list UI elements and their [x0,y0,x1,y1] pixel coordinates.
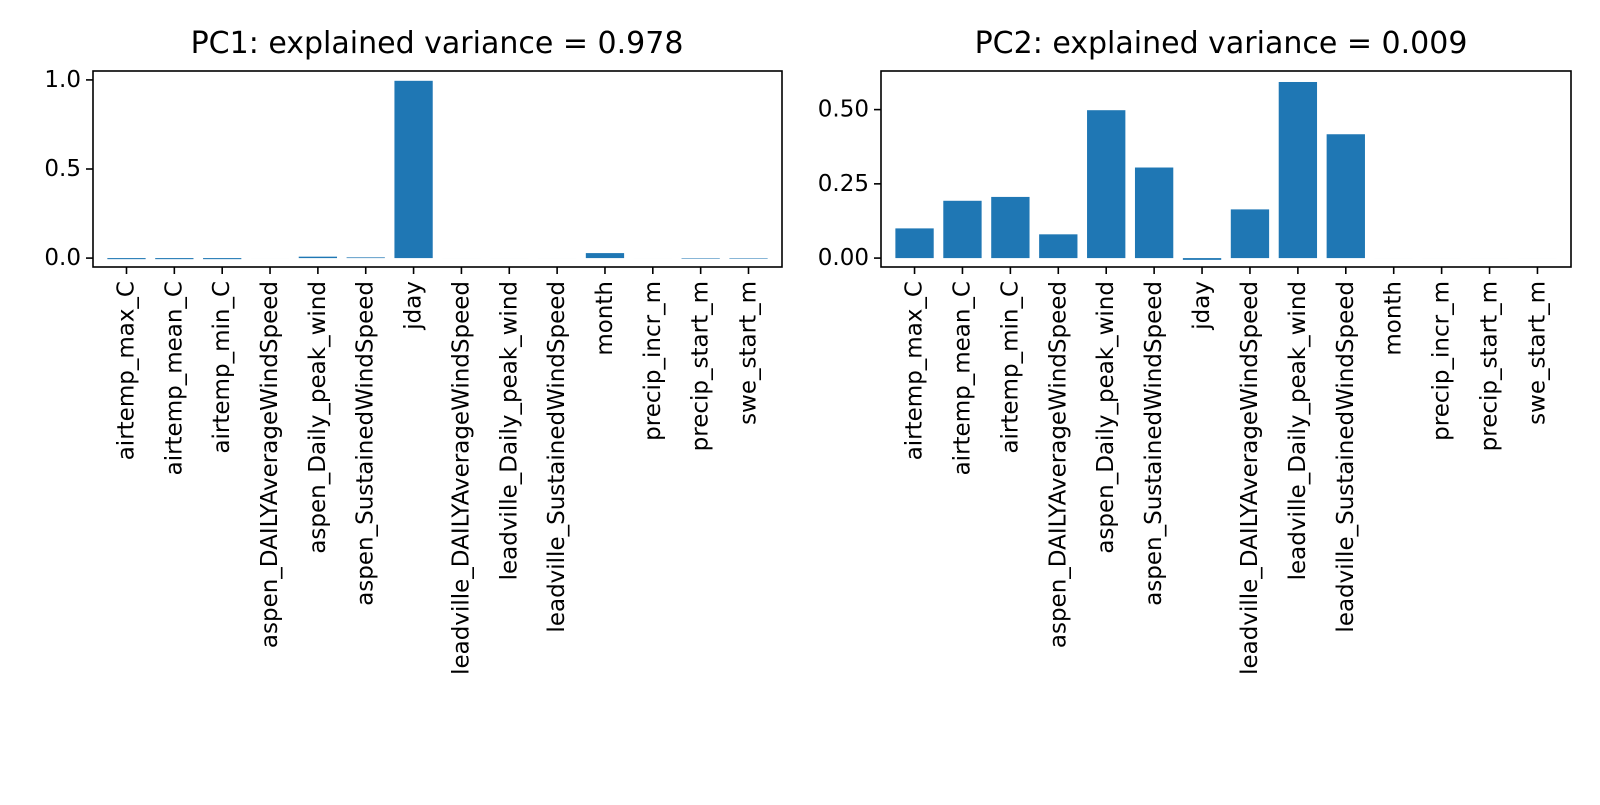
y-axis-ticks: 0.0 0.5 1.0 [44,67,93,271]
x-tick-label: airtemp_max_C [113,281,139,460]
bar-aspen_Daily_peak_wind [1087,110,1125,258]
x-tick-label: leadville_SustainedWindSpeed [1333,281,1359,633]
y-tick-label: 0.50 [818,97,869,123]
x-tick-label: airtemp_min_C [997,281,1023,454]
y-tick-label: 0.0 [44,245,81,271]
x-tick-label: aspen_Daily_peak_wind [1093,281,1119,554]
x-tick-label: airtemp_min_C [209,281,235,454]
y-tick-label: 1.0 [44,67,81,93]
bar-aspen_SustainedWindSpeed [347,257,385,258]
x-tick-label: precip_incr_m [640,281,666,441]
bar-jday [1183,258,1221,260]
x-tick-label: airtemp_mean_C [949,281,975,475]
x-tick-label: leadville_Daily_peak_wind [496,281,522,580]
bar-airtemp_min_C [203,258,241,259]
bar-aspen_Daily_peak_wind [299,257,337,258]
bar-group [107,81,767,259]
x-tick-label: precip_start_m [688,281,714,451]
x-tick-label: precip_start_m [1477,281,1503,451]
bar-jday [394,81,432,258]
x-tick-label: swe_start_m [1524,281,1550,425]
x-tick-label: aspen_DAILYAverageWindSpeed [257,281,283,648]
x-axis-ticks: airtemp_max_C airtemp_mean_C airtemp_min_C… [113,267,761,675]
chart-pc1: PC1: explained variance = 0.978 0.0 0.5 1.… [44,26,782,675]
bar-airtemp_min_C [991,197,1029,258]
x-tick-label: leadville_SustainedWindSpeed [544,281,570,633]
x-tick-label: jday [1189,281,1215,331]
y-tick-label: 0.25 [818,171,869,197]
bar-airtemp_max_C [895,228,933,258]
x-tick-label: aspen_Daily_peak_wind [305,281,331,554]
bar-swe_start_m [729,258,767,259]
bar-leadville_DAILYAverageWindSpeed [1231,209,1269,258]
x-tick-label: swe_start_m [736,281,762,425]
bar-airtemp_mean_C [155,258,193,259]
chart-title: PC1: explained variance = 0.978 [191,26,684,61]
x-tick-label: jday [401,281,427,331]
bar-precip_start_m [682,258,720,259]
x-tick-label: leadville_DAILYAverageWindSpeed [1237,281,1263,675]
y-axis-ticks: 0.00 0.25 0.50 [818,97,881,271]
bar-airtemp_max_C [107,258,145,259]
bar-aspen_SustainedWindSpeed [1135,168,1173,259]
x-tick-label: aspen_DAILYAverageWindSpeed [1045,281,1071,648]
bar-aspen_DAILYAverageWindSpeed [1039,234,1077,258]
x-tick-label: aspen_SustainedWindSpeed [353,281,379,606]
x-axis-ticks: airtemp_max_C airtemp_mean_C airtemp_min_C… [902,267,1551,675]
bar-month [586,253,624,258]
x-tick-label: leadville_DAILYAverageWindSpeed [448,281,474,675]
x-tick-label: airtemp_max_C [902,281,928,460]
x-tick-label: month [1381,281,1407,356]
axes-frame [881,71,1571,267]
axes-frame [93,71,782,267]
x-tick-label: leadville_Daily_peak_wind [1285,281,1311,580]
x-tick-label: aspen_SustainedWindSpeed [1141,281,1167,606]
x-tick-label: airtemp_mean_C [161,281,187,475]
bar-leadville_Daily_peak_wind [1279,82,1317,258]
bar-leadville_SustainedWindSpeed [1327,134,1365,258]
chart-title: PC2: explained variance = 0.009 [975,26,1468,61]
bar-airtemp_mean_C [943,201,981,258]
bar-group [895,82,1556,260]
x-tick-label: month [592,281,618,356]
y-tick-label: 0.00 [818,245,869,271]
chart-pc2: PC2: explained variance = 0.009 0.00 0.25… [818,26,1571,675]
y-tick-label: 0.5 [44,156,81,182]
x-tick-label: precip_incr_m [1429,281,1455,441]
